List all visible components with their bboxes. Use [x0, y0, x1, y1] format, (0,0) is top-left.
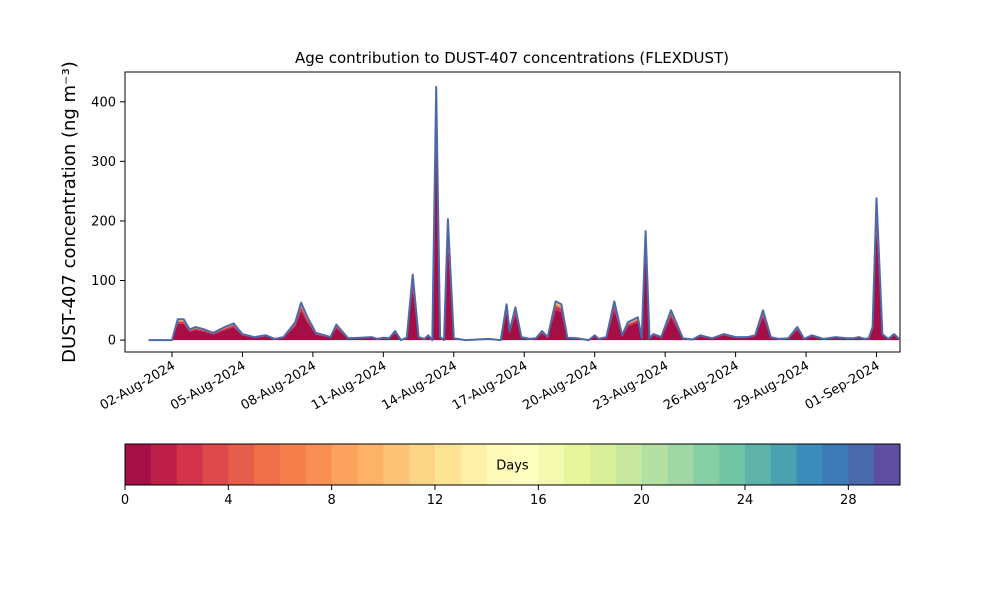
y-axis: 0 100 200 300 400: [91, 95, 125, 349]
colorbar-segment-16: [538, 444, 565, 485]
colorbar-segment-12: [435, 444, 462, 485]
colorbar-segment-9: [357, 444, 384, 485]
colorbar-segment-15: [512, 444, 539, 485]
colorbar: Days 0 4 8 12 16 20 24 28: [121, 443, 901, 508]
colorbar-segment-13: [460, 444, 488, 485]
colorbar-segment-5: [254, 444, 281, 485]
colorbar-segment-0: [125, 444, 152, 485]
colorbar-segment-2: [176, 444, 203, 485]
colorbar-segment-20: [641, 444, 668, 485]
y-tick-label-200: 200: [91, 214, 116, 229]
colorbar-segment-11: [409, 444, 436, 485]
y-tick-label-0: 0: [108, 334, 116, 349]
y-axis-label: DUST-407 concentration (ng m⁻³): [59, 61, 80, 363]
colorbar-segment-23: [719, 444, 746, 485]
colorbar-segment-26: [796, 444, 823, 485]
colorbar-tick-label-28: 28: [840, 493, 857, 508]
colorbar-tick-label-0: 0: [121, 493, 129, 508]
colorbar-tick-label-4: 4: [224, 493, 232, 508]
colorbar-segment-7: [305, 444, 333, 485]
colorbar-frame: [124, 443, 901, 486]
colorbar-segment-18: [590, 444, 617, 485]
colorbar-segment-4: [228, 444, 255, 485]
colorbar-tick-label-20: 20: [633, 493, 650, 508]
colorbar-segment-22: [693, 444, 720, 485]
colorbar-tick-label-8: 8: [328, 493, 336, 508]
y-tick-label-400: 400: [91, 95, 116, 110]
plot-frame: [124, 71, 901, 353]
colorbar-tick-label-16: 16: [530, 493, 547, 508]
plot-area: [124, 71, 901, 353]
colorbar-tick-label-12: 12: [427, 493, 444, 508]
colorbar-segment-21: [667, 444, 694, 485]
colorbar-segment-1: [150, 444, 178, 485]
colorbar-segment-19: [615, 444, 643, 485]
total-concentration-line: [148, 85, 900, 342]
colorbar-segment-28: [848, 444, 875, 485]
colorbar-segment-24: [745, 444, 772, 485]
colorbar-segment-29: [874, 444, 901, 485]
colorbar-tick-label-24: 24: [737, 493, 754, 508]
colorbar-segment-17: [564, 444, 591, 485]
colorbar-segment-14: [486, 444, 513, 485]
colorbar-segment-27: [822, 444, 849, 485]
colorbar-segment-25: [770, 444, 798, 485]
colorbar-segment-3: [202, 444, 229, 485]
colorbar-segment-8: [331, 444, 358, 485]
y-tick-label-300: 300: [91, 155, 116, 170]
colorbar-segment-10: [383, 444, 410, 485]
y-tick-label-100: 100: [91, 274, 116, 289]
chart-title: Age contribution to DUST-407 concentrati…: [295, 49, 729, 67]
colorbar-unit-label: Days: [496, 459, 529, 474]
colorbar-segment-6: [280, 444, 307, 485]
